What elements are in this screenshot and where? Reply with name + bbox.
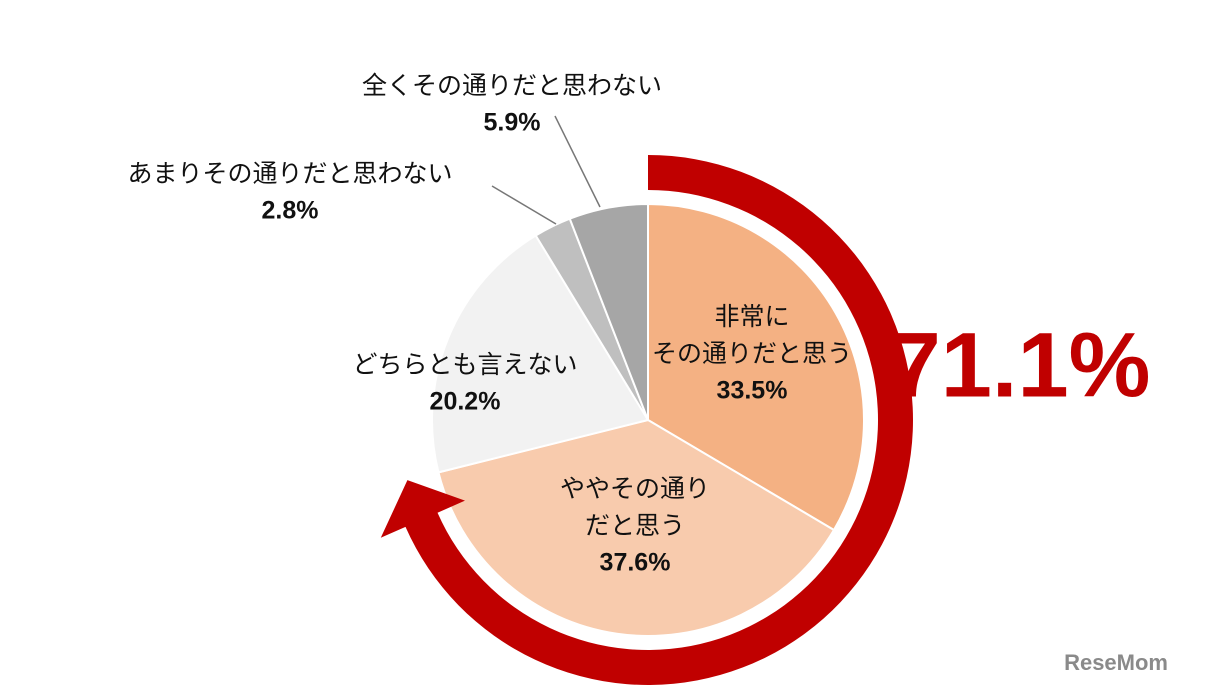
- value-label: 33.5%: [717, 377, 788, 405]
- pie-slice: [437, 418, 836, 637]
- slice-label: どちらとも言えない: [352, 350, 577, 379]
- value-label: 2.8%: [262, 197, 319, 225]
- slice-label: その通りだと思う: [652, 339, 852, 368]
- value-label: 5.9%: [484, 109, 541, 137]
- pie-slice: [431, 234, 650, 474]
- watermark: ReseMom: [1064, 650, 1168, 675]
- slice-label: 全くその通りだと思わない: [362, 71, 662, 100]
- value-label: 37.6%: [600, 549, 671, 577]
- annotation: 71.1%: [890, 314, 1151, 416]
- leader-line: [554, 115, 601, 208]
- slice-label: だと思う: [585, 511, 685, 540]
- pie-slice: [568, 202, 649, 421]
- value-label: 20.2%: [430, 388, 501, 416]
- leader-line: [491, 185, 557, 225]
- slice-label: 非常に: [714, 302, 789, 331]
- pie-slice: [647, 202, 865, 532]
- slice-label: あまりその通りだと思わない: [127, 159, 452, 188]
- slice-label: ややその通り: [560, 474, 710, 503]
